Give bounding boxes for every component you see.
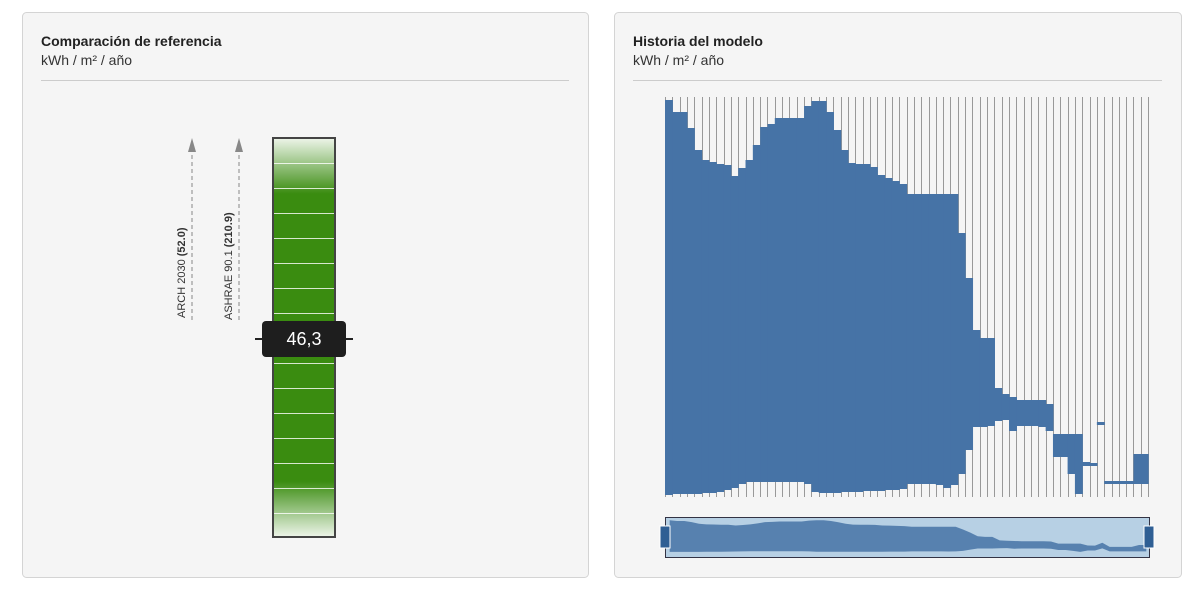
history-bar [723, 165, 732, 490]
benchmark-name: ARCH 2030 [176, 259, 188, 318]
history-bar [855, 164, 864, 492]
history-bar [686, 128, 695, 494]
history-bar [738, 168, 747, 484]
history-bar [1133, 454, 1142, 484]
history-bar [950, 194, 959, 485]
history-bar [1104, 481, 1113, 484]
history-bar [840, 150, 849, 492]
history-bar [701, 160, 710, 493]
navigator-area [669, 520, 1147, 552]
history-bar [1074, 434, 1083, 494]
history-bar [1140, 454, 1149, 484]
navigator-series [669, 520, 1147, 552]
history-bar [1023, 400, 1032, 426]
history-bar [1096, 422, 1105, 425]
history-bar [928, 194, 937, 484]
history-bar [804, 106, 812, 484]
history-bar [935, 194, 944, 485]
history-bar [1016, 400, 1025, 426]
history-bar [877, 175, 886, 491]
history-bar [1067, 434, 1076, 474]
history-bar [774, 118, 783, 482]
history-bar [1060, 434, 1069, 457]
history-bar [884, 178, 893, 490]
history-bar [848, 163, 856, 492]
benchmark-arrows [191, 148, 240, 322]
history-bar [957, 233, 966, 474]
history-bar [1082, 462, 1091, 466]
benchmark-name: ASHRAE 90.1 [223, 250, 235, 320]
history-bar [913, 194, 922, 484]
benchmark-value: (52.0) [176, 227, 188, 256]
history-bar [972, 330, 981, 427]
history-bar [745, 160, 754, 482]
value-box [262, 321, 346, 357]
navigator-handle[interactable] [659, 525, 671, 549]
history-bar [796, 118, 805, 482]
panel-title: Historia del modelo [633, 33, 763, 49]
arrow-head [188, 138, 243, 152]
history-bar [752, 145, 761, 482]
panel-subtitle: kWh / m² / año [41, 52, 132, 68]
history-bar [665, 100, 673, 495]
history-bar [1031, 400, 1039, 426]
history-bar [708, 162, 717, 493]
history-bar [789, 118, 798, 482]
history-bar [833, 130, 842, 493]
history-bar [994, 388, 1003, 421]
history-bar [1111, 481, 1120, 484]
history-bar [716, 164, 725, 492]
history-bar [987, 338, 995, 426]
history-bar [906, 194, 915, 484]
history-bar [767, 124, 776, 482]
history-bar [730, 176, 739, 488]
benchmark-value: (210.9) [223, 212, 235, 247]
benchmark-label: ARCH 2030 (52.0) [176, 227, 188, 318]
history-bar [943, 194, 952, 488]
history-bar [965, 278, 974, 450]
history-bar [979, 338, 988, 427]
history-bar [1038, 400, 1047, 427]
history-bar [891, 181, 900, 490]
history-bar [899, 184, 908, 489]
history-chart [665, 100, 1149, 495]
panel-subtitle: kWh / m² / año [633, 52, 724, 68]
history-bar [826, 112, 834, 493]
history-bar [1089, 463, 1098, 466]
history-bar [1009, 397, 1017, 431]
history-bar [760, 127, 769, 482]
history-bar [679, 112, 688, 494]
history-bar [1045, 404, 1054, 431]
panel-title: Comparación de referencia [41, 33, 222, 49]
history-bar [1126, 481, 1135, 484]
benchmark-label: ASHRAE 90.1 (210.9) [223, 212, 235, 320]
history-bar [1001, 394, 1010, 420]
history-bar [862, 164, 871, 491]
navigator-handle[interactable] [1143, 525, 1155, 549]
history-bar [694, 150, 703, 494]
current-value: 46,3 [286, 329, 321, 349]
history-bar [1052, 434, 1061, 457]
history-bar [782, 118, 791, 482]
history-bar [818, 101, 827, 493]
history-bar [921, 194, 930, 484]
history-bar [869, 167, 878, 491]
history-bar [672, 112, 681, 494]
history-bar [811, 101, 820, 492]
history-bar [1118, 481, 1127, 484]
